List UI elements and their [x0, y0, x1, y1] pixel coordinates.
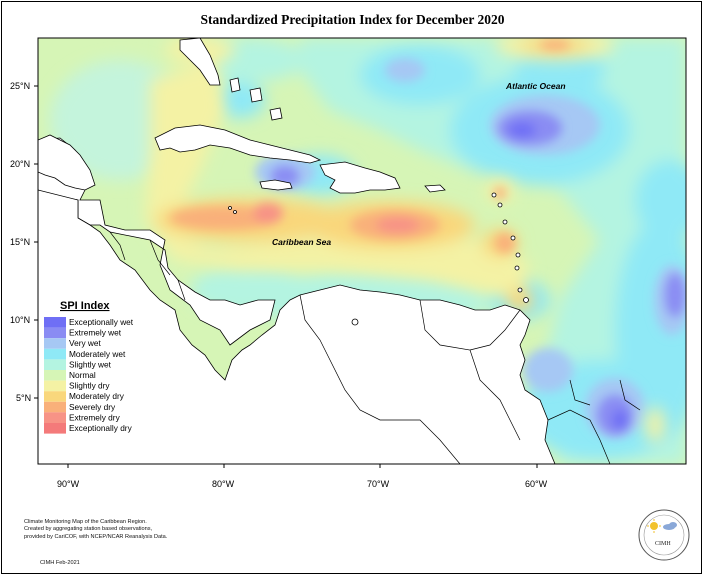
lat-label-15n: 15°N	[10, 237, 30, 247]
atlantic-ocean-label: Atlantic Ocean	[505, 81, 566, 91]
legend-swatch	[44, 327, 66, 339]
legend-swatch	[44, 423, 66, 434]
severe-dry-regions	[170, 40, 570, 253]
lat-label-25n: 25°N	[10, 81, 30, 91]
lat-label-20n: 20°N	[10, 159, 30, 169]
legend-label: Extremely wet	[69, 328, 122, 338]
lat-label-10n: 10°N	[10, 315, 30, 325]
legend-label: Severely dry	[69, 402, 116, 412]
legend-label: Moderately wet	[69, 349, 126, 359]
footer-line-2: Created by aggregating station based obs…	[24, 526, 153, 533]
legend-swatch	[44, 370, 66, 381]
cimh-logo: CIMH	[638, 509, 690, 561]
legend-label: Moderately dry	[69, 391, 125, 401]
lon-label-90w: 90°W	[57, 479, 80, 489]
legend-label: Exceptionally dry	[69, 423, 133, 433]
extreme-wet-regions	[271, 111, 685, 435]
lon-label-60w: 60°W	[525, 479, 548, 489]
map-title: Standardized Precipitation Index for Dec…	[200, 12, 505, 27]
legend-swatch	[44, 317, 66, 328]
lat-label-5n: 5°N	[16, 393, 31, 403]
legend-label: Slightly dry	[69, 381, 110, 391]
legend-swatch	[44, 401, 66, 413]
legend-swatch	[44, 348, 66, 360]
footer-description: Climate Monitoring Map of the Caribbean …	[24, 519, 214, 541]
axis-ticks	[34, 85, 538, 468]
lon-label-70w: 70°W	[367, 479, 390, 489]
legend-label: Slightly wet	[69, 359, 112, 369]
footer-line-1: Climate Monitoring Map of the Caribbean …	[24, 519, 147, 525]
lon-label-80w: 80°W	[212, 479, 235, 489]
legend-swatch	[44, 380, 66, 392]
legend-swatch	[44, 338, 66, 349]
legend-label: Extremely dry	[69, 412, 121, 422]
legend-swatch	[44, 391, 66, 402]
legend-label: Very wet	[69, 338, 102, 348]
footer-date: CIMH Feb-2021	[40, 560, 80, 566]
legend-swatch	[44, 359, 66, 370]
land-masses	[38, 38, 556, 464]
spi-field	[38, 38, 686, 464]
legend-swatch	[44, 412, 66, 423]
caribbean-sea-label: Caribbean Sea	[272, 237, 331, 247]
legend-label: Normal	[69, 370, 96, 380]
cloud-icon	[663, 522, 677, 530]
country-borders	[109, 231, 641, 464]
legend-title: SPI Index	[60, 300, 110, 312]
sun-icon	[647, 519, 661, 533]
legend-label: Exceptionally wet	[69, 317, 134, 327]
footer-line-3: provided by CariCOF, with NCEP/NCAR Rean…	[24, 533, 168, 540]
logo-text: CIMH	[655, 541, 671, 547]
map-border	[37, 37, 687, 465]
